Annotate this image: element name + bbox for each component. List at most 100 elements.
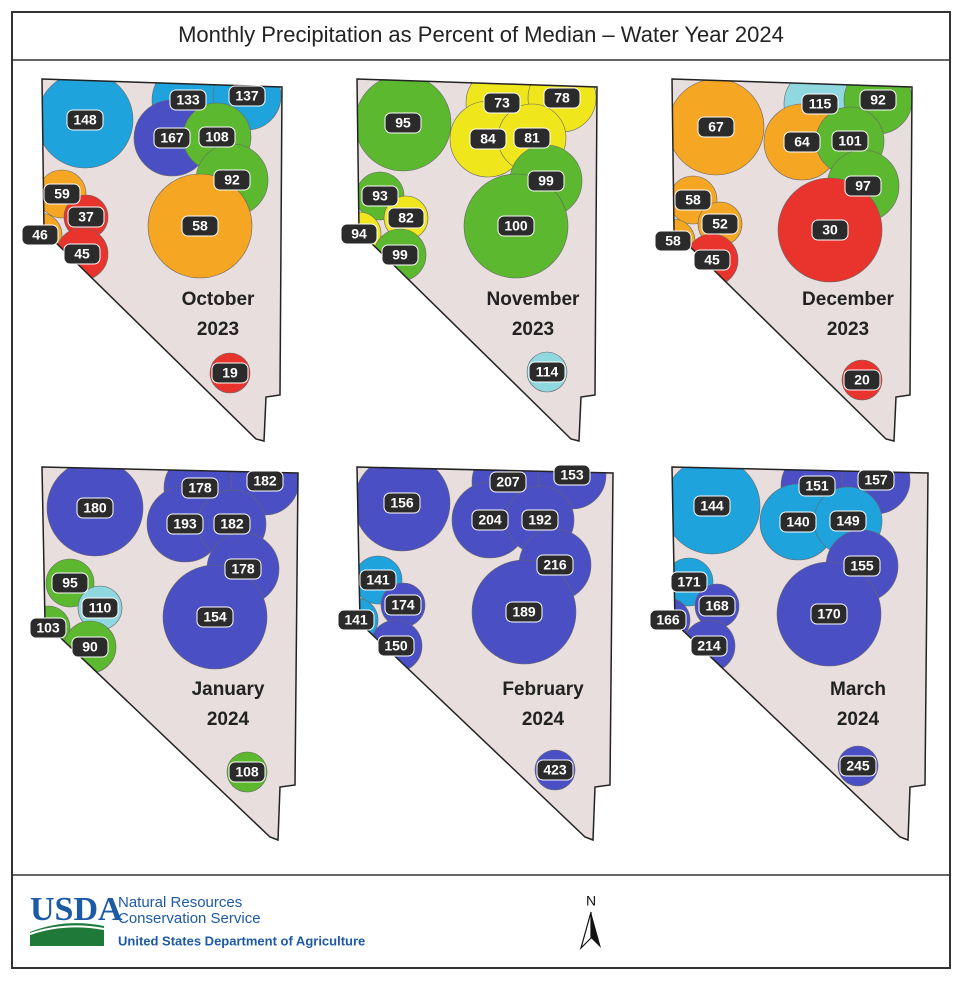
map-panel: 180 178 182 193 182 178 95 110 103 90 154 108 Januar… (29, 466, 299, 842)
label-badge (181, 477, 219, 499)
basin-label: 180 (83, 500, 107, 516)
label-badge (543, 87, 581, 109)
basin-label: 93 (372, 188, 388, 204)
month-label: January (192, 679, 265, 700)
year-label: 2024 (837, 709, 880, 730)
year-label: 2024 (207, 709, 250, 730)
label-badge (211, 362, 249, 384)
basin-label: 94 (351, 226, 367, 242)
label-badge (553, 464, 591, 486)
label-badge (521, 509, 559, 531)
basin-label: 156 (390, 495, 414, 511)
label-badge (43, 183, 81, 205)
label-badge (196, 606, 234, 628)
label-badge (471, 509, 509, 531)
basin-label: 67 (708, 119, 724, 135)
year-label: 2024 (522, 709, 565, 730)
basin-label: 99 (538, 173, 554, 189)
basin-label: 37 (78, 209, 94, 225)
basin-label: 52 (712, 216, 728, 232)
label-badge (246, 470, 284, 492)
basin-label: 58 (192, 218, 208, 234)
basin-label: 141 (366, 572, 390, 588)
basin-label: 115 (809, 96, 832, 112)
basin-label: 137 (235, 88, 259, 104)
label-badge (811, 219, 849, 241)
label-badge (483, 92, 521, 114)
label-badge (166, 513, 204, 535)
label-badge (228, 761, 266, 783)
label-badge (779, 511, 817, 533)
basin-areas (672, 79, 912, 401)
label-badge (844, 175, 882, 197)
label-badge (801, 93, 839, 115)
label-badge (831, 130, 869, 152)
logo: USDA (30, 891, 123, 928)
label-badge (690, 635, 728, 657)
basin-label: 167 (160, 130, 184, 146)
label-badge (857, 469, 895, 491)
basin-label: 108 (235, 764, 259, 780)
basin-label: 58 (685, 192, 701, 208)
label-badge (810, 603, 848, 625)
state-outline (41, 78, 283, 442)
north-label: N (586, 893, 596, 909)
label-badge (387, 207, 425, 229)
state-outline (41, 466, 299, 842)
label-badge (670, 571, 708, 593)
label-badge (213, 513, 251, 535)
org-line: Conservation Service (118, 910, 261, 927)
basin-label: 182 (220, 516, 244, 532)
map-panel: 148 133 137 167 108 92 59 37 46 45 58 19 October 2023 (21, 78, 283, 442)
label-badge (536, 554, 574, 576)
basin-label: 45 (74, 246, 90, 262)
label-badge (783, 131, 821, 153)
basin-label: 216 (543, 557, 567, 573)
north-arrow (591, 912, 601, 948)
label-badge (674, 189, 712, 211)
basin-label: 101 (838, 133, 862, 149)
basin-label: 151 (805, 478, 829, 494)
basin-label: 154 (203, 609, 227, 625)
label-badge (169, 89, 207, 111)
basin-label: 193 (173, 516, 197, 532)
basin-label: 82 (398, 210, 414, 226)
label-badge (536, 759, 574, 781)
basin-label: 110 (89, 600, 112, 616)
basin-label: 204 (478, 512, 502, 528)
basin-label: 58 (665, 233, 681, 249)
label-badge (843, 555, 881, 577)
month-label: November (487, 289, 581, 310)
basin-label: 133 (176, 92, 200, 108)
label-badge (469, 128, 507, 150)
label-badge (829, 510, 867, 532)
basin-label: 207 (496, 474, 520, 490)
basin-label: 423 (543, 762, 567, 778)
label-badge (63, 243, 101, 265)
basin-label: 144 (700, 498, 724, 514)
basin-label: 178 (188, 480, 212, 496)
label-badge (383, 492, 421, 514)
panels: 148 133 137 167 108 92 59 37 46 45 58 19 October 2023… (21, 78, 929, 842)
label-badge (654, 230, 692, 252)
basin-label: 81 (524, 130, 540, 146)
basin-label: 45 (704, 252, 720, 268)
basin-label: 64 (794, 134, 810, 150)
label-badge (198, 126, 236, 148)
label-badge (489, 471, 527, 493)
label-badge (701, 213, 739, 235)
basin-label: 95 (62, 575, 78, 591)
label-badge (384, 112, 422, 134)
basin-label: 84 (480, 131, 496, 147)
basin-label: 73 (494, 95, 510, 111)
state-outline (356, 78, 598, 442)
label-badge (527, 170, 565, 192)
label-badge (693, 495, 731, 517)
basin-label: 90 (82, 639, 98, 655)
label-badge (76, 497, 114, 519)
label-badge (67, 206, 105, 228)
basin-label: 46 (32, 227, 48, 243)
basin-label: 103 (36, 620, 60, 636)
